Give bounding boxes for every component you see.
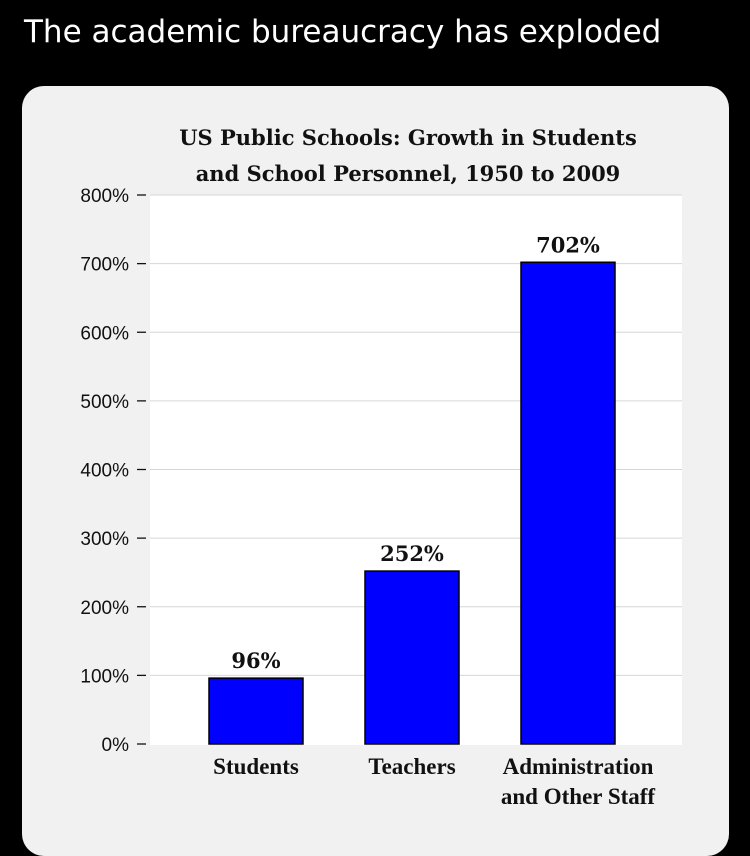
x-tick-label: Students (213, 754, 299, 779)
bar (208, 677, 304, 745)
y-tick-label: 600% (80, 323, 129, 344)
y-tick-label: 500% (80, 392, 129, 413)
y-tick-label: 0% (102, 735, 130, 756)
x-tick-label: and Other Staff (501, 784, 656, 809)
chart-title: and School Personnel, 1950 to 2009 (196, 161, 621, 186)
x-tick-label: Teachers (368, 754, 455, 779)
bar (364, 570, 460, 745)
y-tick-label: 700% (80, 255, 129, 276)
y-tick-label: 400% (80, 461, 129, 482)
bar (520, 261, 616, 745)
chart-title: US Public Schools: Growth in Students (179, 125, 637, 150)
y-tick-label: 800% (80, 186, 129, 207)
y-tick-label: 100% (80, 666, 129, 687)
data-label: 252% (380, 541, 444, 566)
y-tick-label: 200% (80, 598, 129, 619)
data-label: 96% (231, 648, 280, 673)
data-label: 702% (536, 232, 600, 257)
x-tick-label: Administration (503, 754, 654, 779)
post-caption: The academic bureaucracy has exploded (24, 14, 662, 50)
y-tick-label: 300% (80, 529, 129, 550)
